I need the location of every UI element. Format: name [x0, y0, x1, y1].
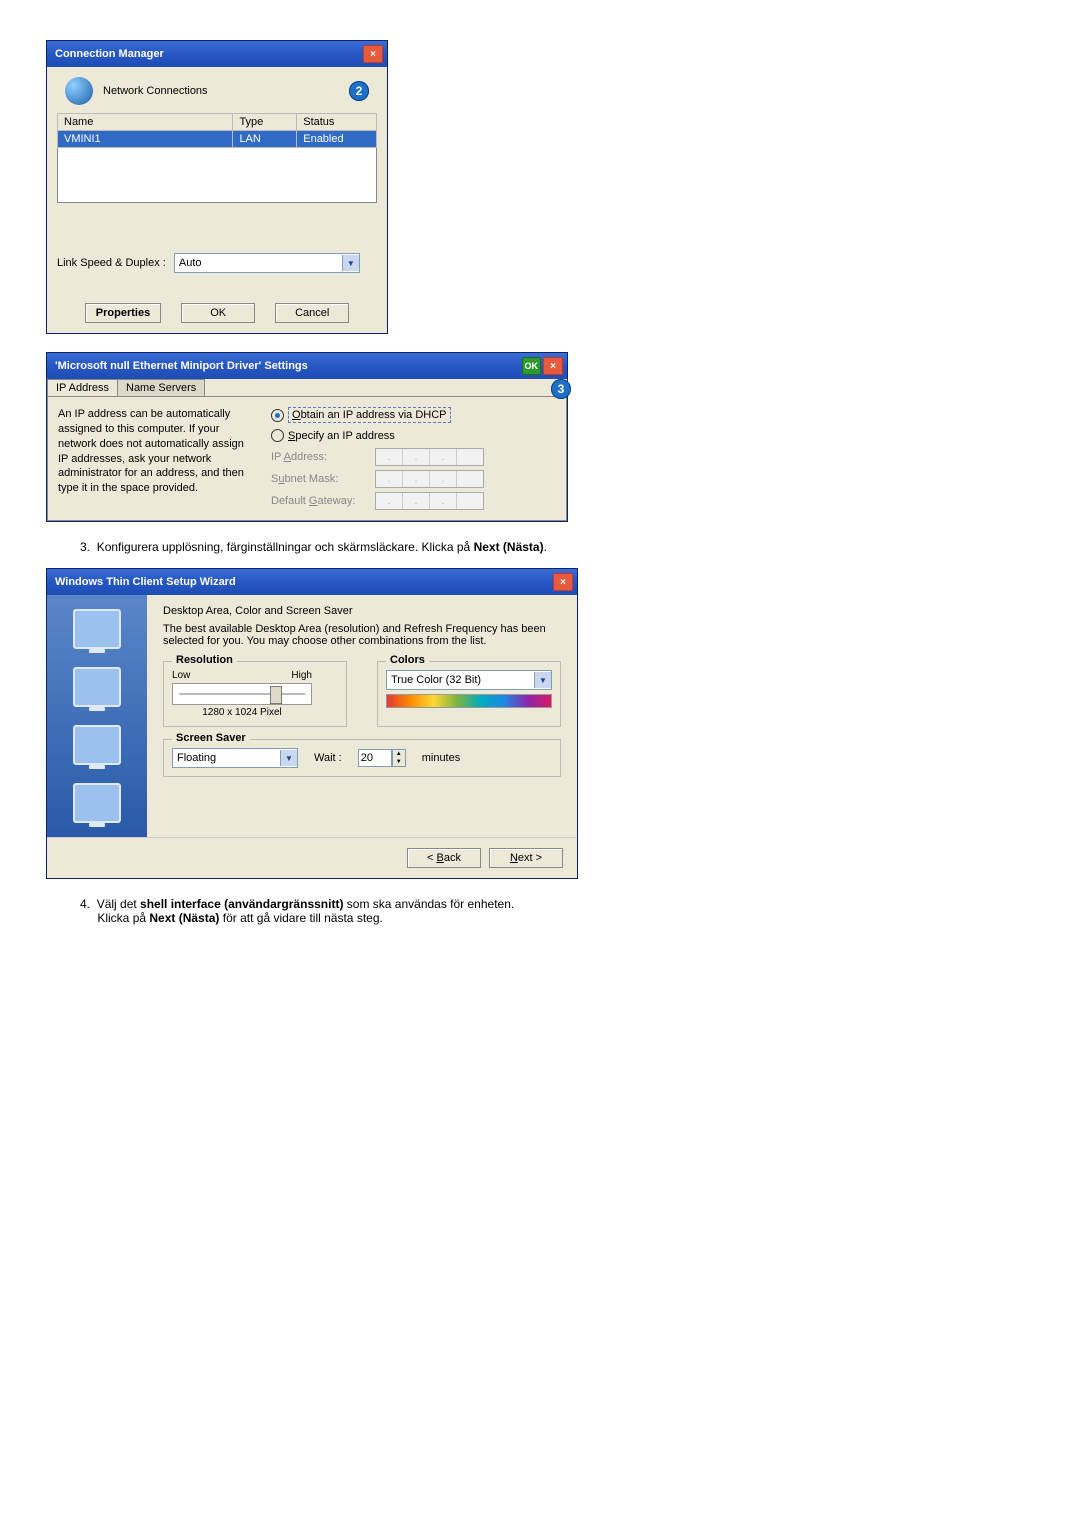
wait-minutes-stepper[interactable]: ▲ ▼	[358, 749, 406, 767]
tab-ip-address[interactable]: IP Address	[47, 379, 118, 396]
ethernet-settings-title: 'Microsoft null Ethernet Miniport Driver…	[55, 360, 308, 372]
step-4-p1-before: Välj det	[97, 897, 140, 911]
resolution-value: 1280 x 1024 Pixel	[172, 707, 312, 718]
properties-button[interactable]: Properties	[85, 303, 161, 323]
colors-value: True Color (32 Bit)	[391, 674, 481, 686]
resolution-legend: Resolution	[172, 654, 237, 666]
step-4-p2-before: Klicka på	[97, 911, 149, 925]
step-3-before: Konfigurera upplösning, färginställninga…	[97, 540, 474, 554]
step-4-p1-bold: shell interface (användargränssnitt)	[140, 897, 343, 911]
monitor-icon	[73, 667, 121, 707]
link-speed-label: Link Speed & Duplex :	[57, 257, 166, 269]
chevron-down-icon: ▼	[534, 672, 551, 688]
titlebar-ok-button[interactable]: OK	[522, 357, 542, 375]
step-3-number: 3.	[80, 540, 90, 554]
wait-label: Wait :	[314, 752, 342, 764]
radio-specify[interactable]: Specify an IP address	[271, 429, 556, 442]
subnet-mask-label: Subnet Mask:	[271, 473, 371, 485]
resolution-low-label: Low	[172, 670, 190, 681]
spinner-down-icon[interactable]: ▼	[393, 758, 405, 766]
next-button[interactable]: Next >	[489, 848, 563, 868]
monitor-icon	[73, 725, 121, 765]
ip-address-input: ...	[375, 448, 484, 466]
wizard-sidebar	[47, 595, 147, 837]
slider-thumb-icon[interactable]	[270, 686, 282, 704]
step-4-p1-after: som ska användas för enheten.	[347, 897, 514, 911]
resolution-slider[interactable]: Low High 1280 x 1024 Pixel	[172, 670, 312, 718]
ethernet-settings-window: 'Microsoft null Ethernet Miniport Driver…	[46, 352, 568, 522]
instruction-step-3: 3. Konfigurera upplösning, färginställni…	[80, 540, 1040, 554]
step-4-p2-after: för att gå vidare till nästa steg.	[223, 911, 383, 925]
ok-button[interactable]: OK	[181, 303, 255, 323]
spinner-up-icon[interactable]: ▲	[393, 750, 405, 758]
ethernet-settings-titlebar: 'Microsoft null Ethernet Miniport Driver…	[47, 353, 567, 379]
monitor-icon	[73, 609, 121, 649]
colors-legend: Colors	[386, 654, 429, 666]
default-gateway-label: Default Gateway:	[271, 495, 371, 507]
step-3-bold: Next (Nästa)	[474, 540, 544, 554]
screensaver-value: Floating	[177, 752, 216, 764]
step-4-number: 4.	[80, 897, 90, 911]
col-status: Status	[297, 114, 377, 131]
link-speed-value: Auto	[179, 257, 202, 269]
connection-manager-titlebar: Connection Manager ×	[47, 41, 387, 67]
step-3-after: .	[544, 540, 547, 554]
setup-wizard-titlebar: Windows Thin Client Setup Wizard ×	[47, 569, 577, 595]
setup-wizard-window: Windows Thin Client Setup Wizard × Deskt…	[46, 568, 578, 879]
screensaver-legend: Screen Saver	[172, 732, 250, 744]
wait-minutes-input[interactable]	[358, 749, 392, 767]
subnet-mask-input: ...	[375, 470, 484, 488]
back-button[interactable]: < Back	[407, 848, 481, 868]
color-gradient-preview	[386, 694, 552, 708]
tab-name-servers[interactable]: Name Servers	[117, 379, 205, 396]
instruction-step-4: 4. Välj det shell interface (användargrä…	[80, 897, 1040, 925]
radio-unchecked-icon	[271, 429, 284, 442]
default-gateway-input: ...	[375, 492, 484, 510]
ip-description-text: An IP address can be automatically assig…	[58, 407, 253, 510]
cell-status: Enabled	[297, 131, 377, 148]
chevron-down-icon: ▼	[280, 750, 297, 766]
step-4-p2-bold: Next (Nästa)	[149, 911, 219, 925]
close-icon[interactable]: ×	[543, 357, 563, 375]
screensaver-select[interactable]: Floating ▼	[172, 748, 298, 768]
connection-manager-window: Connection Manager × Network Connections…	[46, 40, 388, 334]
step-badge-3: 3	[551, 379, 571, 399]
network-globe-icon	[65, 77, 93, 105]
step-badge-2: 2	[349, 81, 369, 101]
setup-wizard-title: Windows Thin Client Setup Wizard	[55, 576, 236, 588]
link-speed-select[interactable]: Auto ▼	[174, 253, 360, 273]
close-icon[interactable]: ×	[553, 573, 573, 591]
wizard-heading: Desktop Area, Color and Screen Saver	[163, 605, 561, 617]
cell-name: VMINI1	[58, 131, 233, 148]
connections-table: Name Type Status VMINI1 LAN Enabled	[57, 113, 377, 203]
ip-address-label: IP Address:	[271, 451, 371, 463]
cancel-button[interactable]: Cancel	[275, 303, 349, 323]
wait-unit-label: minutes	[422, 752, 461, 764]
radio-specify-label: Specify an IP address	[288, 430, 395, 442]
colors-select[interactable]: True Color (32 Bit) ▼	[386, 670, 552, 690]
radio-dhcp-label: Obtain an IP address via DHCP	[292, 409, 447, 421]
wizard-subheading: The best available Desktop Area (resolut…	[163, 623, 561, 647]
radio-dhcp[interactable]: Obtain an IP address via DHCP	[271, 407, 556, 423]
radio-checked-icon	[271, 409, 284, 422]
monitor-icon	[73, 783, 121, 823]
table-row[interactable]: VMINI1 LAN Enabled	[58, 131, 377, 148]
connection-manager-title: Connection Manager	[55, 48, 164, 60]
network-connections-label: Network Connections	[103, 85, 208, 97]
close-icon[interactable]: ×	[363, 45, 383, 63]
col-type: Type	[233, 114, 297, 131]
chevron-down-icon: ▼	[342, 255, 359, 271]
cell-type: LAN	[233, 131, 297, 148]
col-name: Name	[58, 114, 233, 131]
resolution-high-label: High	[291, 670, 312, 681]
